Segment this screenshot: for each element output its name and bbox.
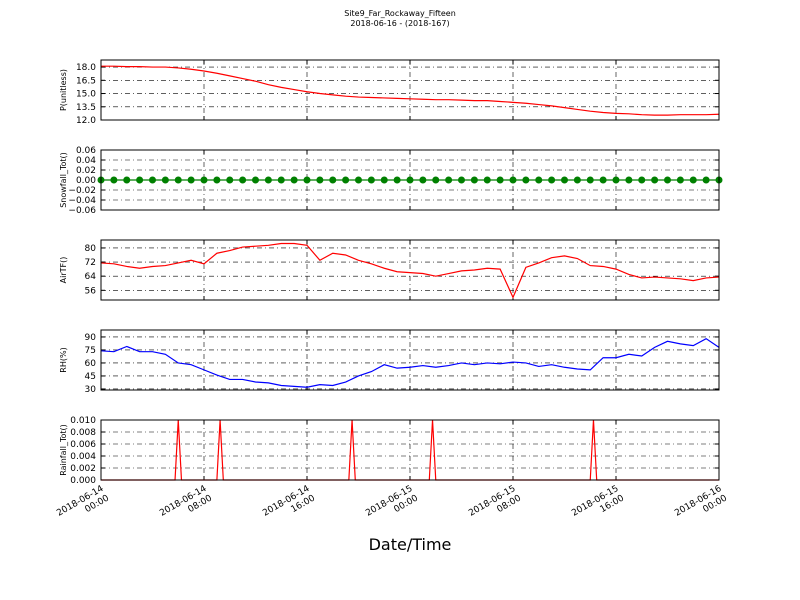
data-point — [535, 176, 543, 184]
data-point — [149, 176, 156, 184]
data-point — [342, 176, 350, 184]
y-tick-label: 30 — [85, 385, 97, 395]
data-point — [406, 176, 414, 184]
data-point — [290, 176, 298, 184]
data-point — [702, 176, 710, 184]
y-tick-label: 0.06 — [76, 146, 96, 156]
data-point — [110, 176, 118, 184]
data-point — [625, 176, 633, 184]
data-point — [664, 176, 671, 184]
y-tick-label: 0.008 — [70, 428, 96, 438]
y-tick-label: 75 — [85, 346, 96, 356]
y-tick-label: 0.02 — [76, 166, 96, 176]
data-point — [432, 176, 440, 184]
y-tick-label: 0.002 — [70, 464, 96, 474]
y-tick-label: 90 — [85, 333, 97, 343]
data-point — [303, 176, 311, 184]
data-point — [393, 176, 401, 184]
data-point — [676, 176, 684, 184]
data-point — [136, 176, 144, 184]
y-axis-label: P(unitless) — [59, 69, 68, 111]
y-tick-label: 15.0 — [76, 90, 96, 100]
data-point — [161, 176, 169, 184]
y-tick-label: 0.000 — [70, 476, 96, 486]
data-point — [239, 176, 247, 184]
y-tick-label: 0.00 — [76, 176, 96, 186]
data-point — [355, 176, 362, 184]
data-point — [458, 176, 465, 184]
y-tick-label: 72 — [85, 258, 96, 268]
data-point — [252, 176, 259, 184]
data-point — [367, 176, 375, 184]
data-point — [213, 176, 221, 184]
data-point — [573, 176, 581, 184]
data-point — [689, 176, 697, 184]
data-point — [561, 176, 568, 184]
y-tick-label: 0.010 — [70, 416, 96, 426]
plot-frame — [100, 59, 720, 121]
plot-frame — [100, 149, 720, 211]
data-point — [329, 176, 337, 184]
data-point — [496, 176, 504, 184]
data-point — [483, 176, 491, 184]
y-axis-label: AirTF() — [59, 257, 68, 284]
chart-subtitle: 2018-06-16 - (2018-167) — [350, 19, 449, 28]
data-point — [638, 176, 646, 184]
data-point — [419, 176, 427, 184]
y-tick-label: 0.004 — [70, 452, 96, 462]
data-line — [101, 65, 720, 116]
y-tick-label: 16.5 — [76, 76, 96, 86]
y-tick-label: −0.04 — [68, 196, 96, 206]
y-tick-label: 80 — [85, 244, 97, 254]
data-point — [509, 176, 517, 184]
y-axis-label: Snowfall_Tot() — [59, 152, 68, 208]
y-tick-label: 0.04 — [76, 156, 96, 166]
data-line — [100, 337, 720, 388]
y-tick-label: 64 — [85, 272, 97, 282]
y-tick-label: 45 — [85, 372, 96, 382]
data-point — [522, 176, 530, 184]
data-point — [445, 176, 453, 184]
data-point — [380, 176, 388, 184]
data-point — [651, 176, 659, 184]
y-tick-label: 0.006 — [70, 440, 96, 450]
data-point — [470, 176, 478, 184]
data-point — [200, 176, 208, 184]
y-tick-label: 60 — [85, 359, 97, 369]
y-axis-label: RH(%) — [59, 347, 68, 372]
data-point — [316, 176, 324, 184]
plot-frame — [100, 239, 720, 301]
y-tick-label: −0.02 — [68, 186, 96, 196]
y-tick-label: 12.0 — [76, 116, 96, 126]
y-axis-label: Rainfall_Tot() — [59, 424, 68, 476]
data-point — [277, 176, 285, 184]
data-point — [123, 176, 131, 184]
data-point — [187, 176, 195, 184]
y-tick-label: −0.06 — [68, 206, 96, 216]
data-point — [264, 176, 272, 184]
y-tick-label: 56 — [85, 286, 97, 296]
data-point — [226, 176, 234, 184]
x-axis-label: Date/Time — [369, 535, 452, 554]
y-tick-label: 18.0 — [76, 63, 96, 73]
plot-frame — [100, 419, 720, 481]
data-point — [586, 176, 594, 184]
data-point — [548, 176, 556, 184]
data-point — [599, 176, 607, 184]
data-point — [174, 176, 182, 184]
data-point — [612, 176, 620, 184]
chart-title: Site9_Far_Rockaway_Fifteen — [344, 9, 456, 18]
y-tick-label: 13.5 — [76, 103, 96, 113]
data-line — [100, 242, 720, 299]
plot-frame — [100, 329, 720, 391]
